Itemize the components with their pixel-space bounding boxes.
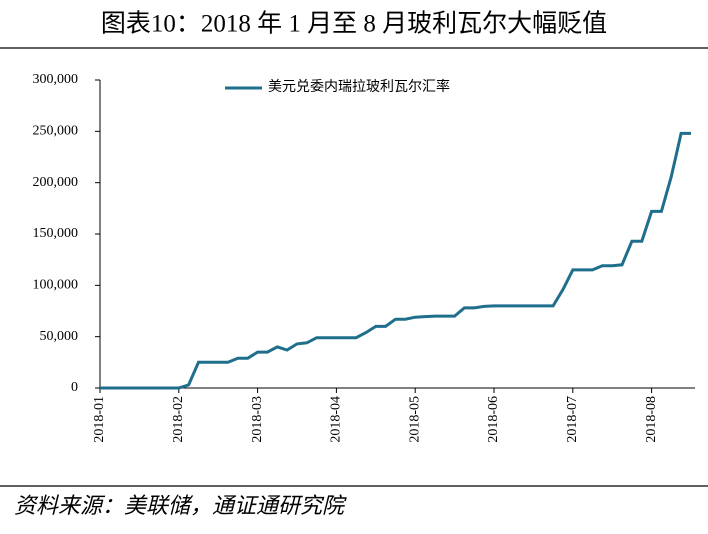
y-tick-label: 100,000 xyxy=(33,278,79,293)
x-tick-label: 2018-06 xyxy=(486,396,501,443)
y-tick-label: 250,000 xyxy=(33,124,79,139)
y-tick-label: 50,000 xyxy=(40,329,79,344)
x-tick-label: 2018-04 xyxy=(329,396,344,443)
x-tick-label: 2018-08 xyxy=(644,396,659,443)
x-tick-label: 2018-03 xyxy=(250,396,265,443)
y-tick-label: 300,000 xyxy=(33,72,79,87)
y-tick-label: 0 xyxy=(71,380,78,395)
source: 资料来源：美联储，通证通研究院 xyxy=(14,493,347,518)
x-tick-label: 2018-02 xyxy=(171,396,186,443)
y-tick-label: 200,000 xyxy=(33,175,79,190)
x-tick-label: 2018-05 xyxy=(407,396,422,443)
y-tick-label: 150,000 xyxy=(33,226,79,241)
chart-title: 图表10：2018 年 1 月至 8 月玻利瓦尔大幅贬值 xyxy=(101,10,607,38)
x-tick-label: 2018-01 xyxy=(92,396,107,443)
x-tick-label: 2018-07 xyxy=(565,396,580,443)
legend-label: 美元兑委内瑞拉玻利瓦尔汇率 xyxy=(268,78,450,95)
series-line xyxy=(100,131,691,390)
